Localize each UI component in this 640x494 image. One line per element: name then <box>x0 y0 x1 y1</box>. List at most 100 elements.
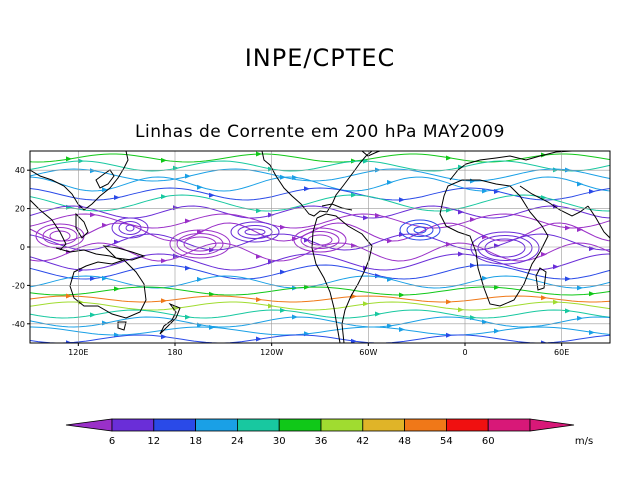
flow-arrow <box>446 332 452 338</box>
streamline <box>30 309 610 319</box>
circulation-loop <box>307 234 333 246</box>
flow-arrow <box>589 291 595 297</box>
colorbar-min-triangle <box>65 418 113 432</box>
flow-arrow <box>161 334 167 340</box>
flow-arrow <box>256 151 262 157</box>
coastline-layer <box>30 151 610 343</box>
flow-arrow <box>482 319 488 325</box>
streamline <box>30 168 610 182</box>
colorbar-label: 30 <box>273 436 286 447</box>
circulation-loop <box>230 221 280 243</box>
streamline <box>30 160 610 172</box>
circulation-loop <box>169 229 231 259</box>
flow-arrow <box>114 286 120 292</box>
flow-arrow <box>482 275 488 281</box>
flow-arrow <box>446 207 452 213</box>
map-subtitle: Linhas de Corrente em 200 hPa MAY2009 <box>135 122 505 142</box>
colorbar-swatch <box>445 418 489 432</box>
flow-arrow <box>494 189 500 195</box>
flow-arrow <box>197 184 203 190</box>
flow-arrow <box>66 204 72 210</box>
flow-arrow <box>589 189 595 195</box>
institution-title: INPE/CPTEC <box>244 44 396 72</box>
flow-arrow <box>173 165 179 171</box>
flow-arrow <box>78 299 84 305</box>
streamline <box>30 295 610 303</box>
axis-ticks: 40 20 0 -20 -40 120E 180 120W 60W 0 60E <box>12 166 569 357</box>
flow-arrow <box>351 192 357 198</box>
colorbar-label: 36 <box>315 436 328 447</box>
flow-arrow <box>387 238 393 244</box>
flow-arrow <box>304 237 310 243</box>
flow-arrow <box>280 307 286 313</box>
flow-arrow <box>351 338 357 343</box>
lon-tick-label: 120E <box>68 348 88 357</box>
circulation-loop <box>470 231 540 265</box>
colorbar-swatch <box>195 418 238 432</box>
flow-arrow <box>565 225 571 231</box>
flow-arrow <box>102 320 108 326</box>
flow-arrow <box>256 336 262 342</box>
streamline <box>30 316 610 328</box>
new-guinea-coast <box>102 245 146 261</box>
philippines-coast <box>75 212 89 239</box>
circulation-loop <box>244 228 266 236</box>
colorbar-swatch <box>278 418 322 432</box>
flow-arrow <box>161 194 167 200</box>
flow-arrow <box>351 293 357 299</box>
flow-arrow <box>185 218 191 224</box>
colorbar-swatch <box>320 418 364 432</box>
flow-arrow <box>387 179 393 185</box>
east-asia-coast <box>30 151 129 211</box>
streamline <box>30 253 610 271</box>
flow-arrow <box>577 285 583 291</box>
circulation-loop <box>176 233 224 255</box>
flow-arrow <box>577 181 583 187</box>
lon-tick-label: 120W <box>260 348 283 357</box>
colorbar-label: 60 <box>482 436 495 447</box>
colorbar-label: 42 <box>356 436 369 447</box>
colorbar-swatch <box>404 418 447 432</box>
flow-arrow <box>399 197 405 203</box>
flow-arrow <box>387 276 393 282</box>
flow-arrow <box>102 222 108 228</box>
flow-arrow <box>173 205 179 211</box>
flow-arrow <box>494 284 500 290</box>
japan-coast <box>95 169 115 189</box>
flow-arrow <box>351 243 357 249</box>
flow-arrow <box>375 213 381 219</box>
flow-arrow <box>268 259 274 265</box>
lat-tick-label: 0 <box>20 243 25 252</box>
flow-arrow <box>541 340 547 343</box>
flow-arrow <box>541 295 547 301</box>
flow-arrow <box>114 239 120 245</box>
tasmania-coast <box>117 321 127 331</box>
flow-arrow <box>458 251 464 257</box>
flow-arrow <box>209 291 215 297</box>
lat-tick-label: -40 <box>12 320 25 329</box>
flow-arrow <box>256 254 262 259</box>
lon-tick-label: 60E <box>554 348 569 357</box>
flow-arrow <box>280 224 286 230</box>
flow-arrow <box>494 243 500 249</box>
lon-tick-label: 0 <box>462 348 467 357</box>
circulation-loop <box>49 230 71 242</box>
streamline <box>30 242 610 262</box>
flow-arrow <box>304 186 310 192</box>
flow-arrow <box>185 314 191 320</box>
colorbar-swatch <box>362 418 405 432</box>
flow-arrow <box>363 158 369 164</box>
indonesia-islands <box>55 247 123 261</box>
lat-tick-label: -20 <box>12 281 25 290</box>
flow-arrow <box>280 269 286 275</box>
circulation-loop <box>237 225 273 239</box>
circulation-loop <box>300 231 340 249</box>
flow-arrow <box>66 340 72 343</box>
colorbar-label: 54 <box>440 436 453 447</box>
streamline <box>30 275 610 289</box>
flow-arrow <box>90 275 96 281</box>
flow-arrow <box>458 209 464 215</box>
flow-arrow <box>161 258 167 264</box>
flow-arrow <box>161 157 167 163</box>
